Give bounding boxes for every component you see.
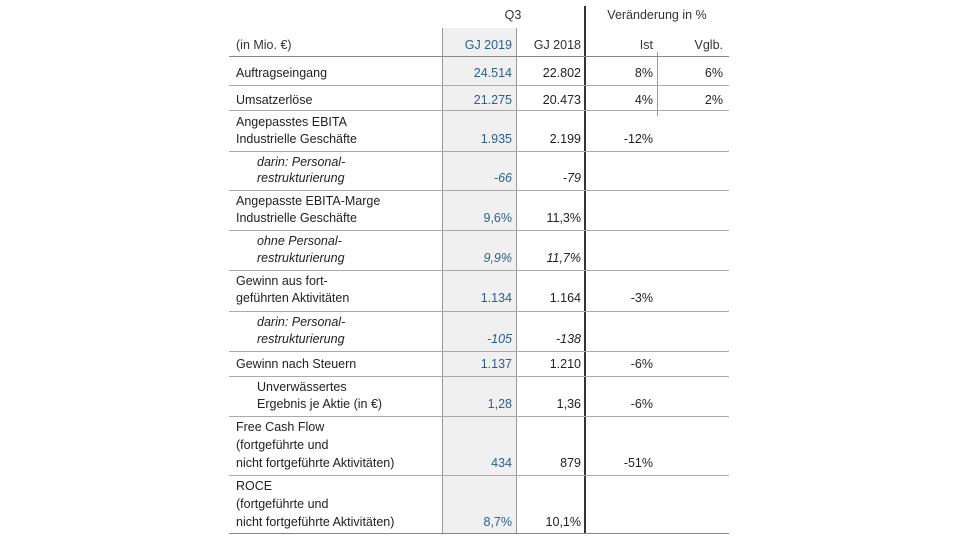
cell-gj2019: 21.275	[473, 93, 512, 107]
cell-gj2018: 22.802	[542, 66, 581, 80]
cell-gj2018: 1.210	[549, 357, 581, 371]
row-label: darin: Personal-	[257, 155, 346, 169]
column-divider	[442, 28, 443, 534]
row-separator	[229, 85, 729, 86]
row-separator	[229, 270, 729, 271]
cell-gj2018: -138	[555, 332, 581, 346]
header-unit: (in Mio. €)	[236, 38, 292, 52]
row-separator	[229, 416, 729, 417]
row-separator	[229, 311, 729, 312]
row-label: Unverwässertes	[257, 380, 347, 394]
table-bottom-border	[229, 533, 729, 534]
row-label-line2: restrukturierung	[257, 171, 345, 185]
cell-ist: 4%	[634, 93, 653, 107]
row-separator	[229, 351, 729, 352]
cell-gj2019: 1.137	[480, 357, 512, 371]
column-divider	[657, 52, 658, 116]
cell-gj2018: 1,36	[556, 397, 581, 411]
row-separator	[229, 475, 729, 476]
row-label-line3: nicht fortgeführte Aktivitäten)	[236, 515, 395, 529]
row-label: Umsatzerlöse	[236, 93, 313, 107]
row-label: ROCE	[236, 479, 273, 493]
row-label-line3: nicht fortgeführte Aktivitäten)	[236, 456, 395, 470]
row-separator	[229, 230, 729, 231]
row-separator	[229, 376, 729, 377]
cell-gj2018: 11,3%	[546, 211, 581, 225]
cell-ist: 8%	[634, 66, 653, 80]
row-label-line2: restrukturierung	[257, 332, 345, 346]
row-label: Angepasste EBITA-Marge	[236, 194, 381, 208]
cell-gj2018: -79	[562, 171, 581, 185]
row-label: Gewinn nach Steuern	[236, 357, 357, 371]
row-label-line2: (fortgeführte und	[236, 438, 329, 452]
cell-vglb: 6%	[704, 66, 723, 80]
row-label: Gewinn aus fort-	[236, 274, 328, 288]
row-label: Auftragseingang	[236, 66, 328, 80]
cell-gj2019: -105	[486, 332, 512, 346]
cell-ist: -6%	[630, 397, 653, 411]
cell-gj2018: 11,7%	[546, 251, 581, 265]
cell-ist: -6%	[630, 357, 653, 371]
row-label-line2: Industrielle Geschäfte	[236, 211, 357, 225]
cell-gj2019: 9,9%	[483, 251, 513, 265]
header-ist: Ist	[639, 38, 653, 52]
row-separator	[229, 190, 729, 191]
row-label-line2: restrukturierung	[257, 251, 345, 265]
cell-gj2019: 1.935	[480, 132, 512, 146]
cell-gj2018: 1.164	[549, 291, 581, 305]
cell-gj2019: 434	[491, 456, 512, 470]
cell-ist: -12%	[623, 132, 653, 146]
cell-ist: -3%	[630, 291, 653, 305]
highlight-column-gj2019	[442, 28, 516, 534]
row-separator	[229, 110, 729, 111]
cell-gj2019: 24.514	[473, 66, 512, 80]
cell-gj2019: 1.134	[480, 291, 512, 305]
row-label: Free Cash Flow	[236, 420, 325, 434]
header-q3: Q3	[504, 8, 522, 22]
row-label: ohne Personal-	[257, 234, 342, 248]
row-label: Angepasstes EBITA	[236, 115, 347, 129]
row-label-line2: Ergebnis je Aktie (in €)	[257, 397, 383, 411]
cell-gj2018: 20.473	[542, 93, 581, 107]
row-label-line2: geführten Aktivitäten	[236, 291, 350, 305]
cell-gj2019: -66	[493, 171, 512, 185]
cell-gj2019: 9,6%	[483, 211, 513, 225]
header-change: Veränderung in %	[607, 8, 707, 22]
cell-vglb: 2%	[704, 93, 723, 107]
header-gj2019: GJ 2019	[464, 38, 512, 52]
cell-gj2019: 8,7%	[483, 515, 513, 529]
cell-gj2018: 2.199	[549, 132, 581, 146]
cell-ist: -51%	[623, 456, 653, 470]
cell-gj2019: 1,28	[487, 397, 512, 411]
cell-gj2018: 10,1%	[545, 515, 581, 529]
cell-gj2018: 879	[560, 456, 581, 470]
header-gj2018: GJ 2018	[533, 38, 581, 52]
header-separator	[229, 56, 729, 57]
row-label-line2: (fortgeführte und	[236, 497, 329, 511]
row-label: darin: Personal-	[257, 315, 346, 329]
column-divider	[516, 28, 517, 534]
row-label-line2: Industrielle Geschäfte	[236, 132, 357, 146]
financial-table: Q3 Veränderung in % (in Mio. €) GJ 2019 …	[229, 0, 729, 540]
header-vglb: Vglb.	[694, 38, 724, 52]
row-separator	[229, 151, 729, 152]
